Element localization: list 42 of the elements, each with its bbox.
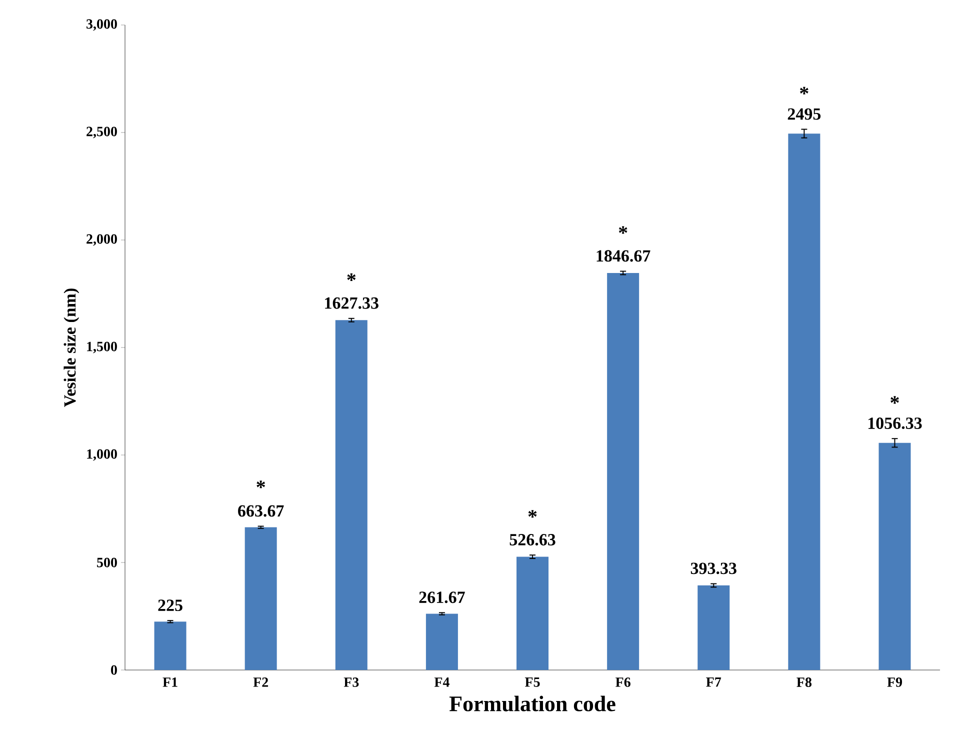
x-tick-label: F3	[344, 678, 359, 687]
y-tick-label: 1,500	[87, 342, 117, 354]
data-label: 526.63	[510, 534, 556, 546]
bar	[878, 442, 911, 670]
y-tick-label: 1,000	[87, 449, 117, 461]
data-label: 261.67	[419, 592, 465, 604]
bar	[335, 320, 368, 670]
annotation: *	[256, 480, 266, 488]
bar	[426, 614, 458, 670]
y-tick-label: 2,500	[86, 126, 117, 138]
bar	[154, 622, 186, 670]
y-tick-label: 500	[97, 558, 117, 568]
x-tick-label: F1	[162, 678, 178, 687]
annotation: *	[347, 273, 356, 281]
annotation: *	[618, 226, 628, 234]
x-tick-label: F8	[796, 678, 812, 687]
annotation: *	[800, 86, 808, 94]
y-tick-label: 2,000	[86, 234, 117, 246]
y-tick-label: 3,000	[86, 19, 117, 31]
x-axis-title: Formulation code	[449, 696, 616, 712]
x-tick-label: F4	[434, 678, 450, 687]
bar	[788, 134, 820, 670]
data-label: 1056.33	[868, 418, 922, 430]
bar	[607, 272, 640, 670]
data-label: 2495	[788, 108, 821, 120]
x-tick-label: F5	[524, 678, 540, 687]
data-label: 663.67	[238, 505, 284, 517]
data-label: 225	[158, 600, 182, 612]
x-tick-label: F6	[616, 678, 630, 687]
annotation: *	[528, 510, 537, 518]
x-tick-label: F2	[253, 678, 268, 687]
x-tick-label: F7	[706, 678, 722, 687]
x-tick-label: F9	[887, 678, 902, 687]
y-tick-label: 0	[111, 665, 117, 675]
data-label: 1627.33	[325, 297, 378, 309]
data-label: 393.33	[690, 562, 736, 574]
annotation: *	[890, 396, 899, 404]
data-label: 1846.67	[596, 250, 650, 262]
bar	[698, 585, 730, 670]
bar	[516, 556, 549, 670]
bar	[244, 527, 277, 670]
y-axis-title: Vesicle size (nm)	[64, 288, 80, 407]
